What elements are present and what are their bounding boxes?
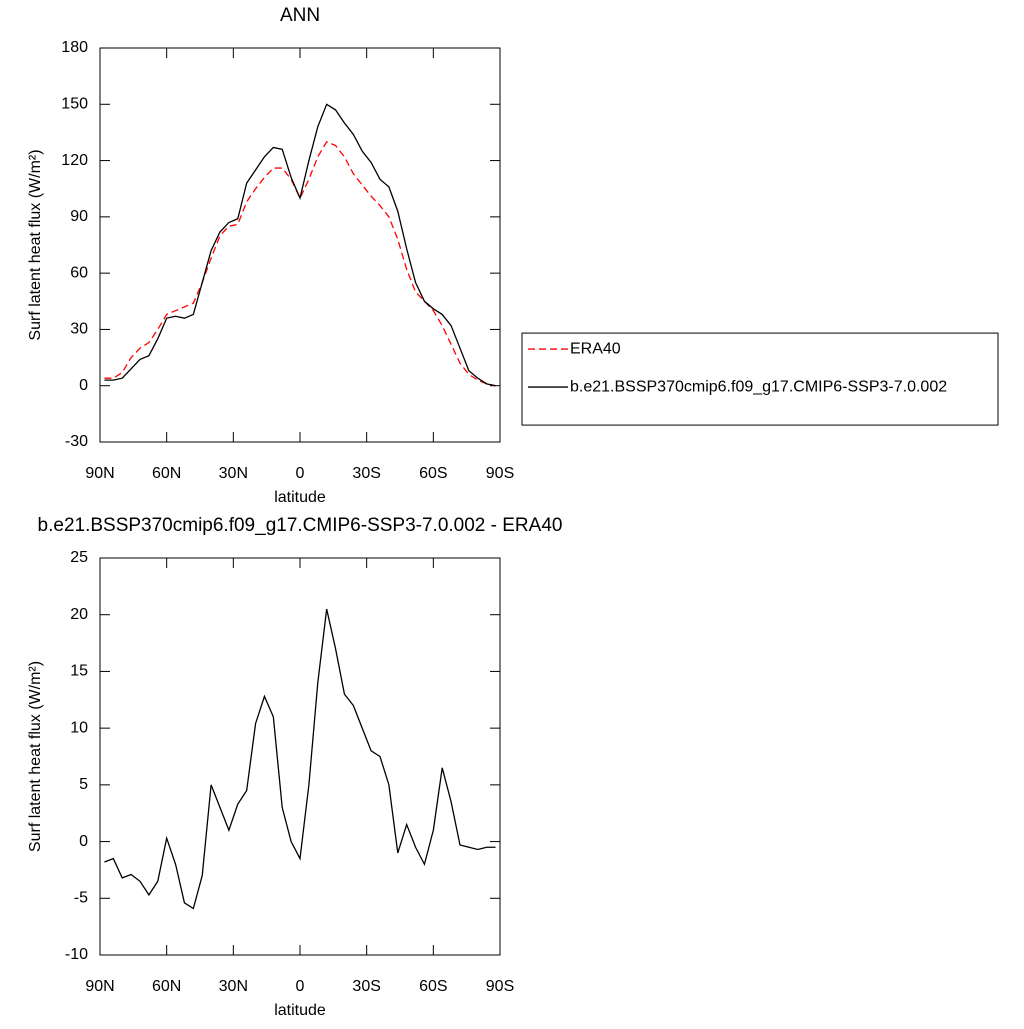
legend-label: b.e21.BSSP370cmip6.f09_g17.CMIP6-SSP3-7.…	[570, 378, 947, 395]
y-tick-label: 0	[79, 833, 88, 850]
plot-frame	[99, 47, 501, 443]
y-tick-label: 0	[79, 377, 88, 394]
y-tick-label: 10	[70, 719, 88, 736]
x-tick-label: 60S	[419, 465, 447, 482]
x-axis-label: latitude	[274, 489, 326, 506]
y-tick-label: 60	[70, 264, 88, 281]
legend-box	[521, 332, 999, 426]
chart-title: b.e21.BSSP370cmip6.f09_g17.CMIP6-SSP3-7.…	[38, 515, 563, 536]
x-tick-label: 0	[296, 978, 305, 995]
data-line	[104, 103, 496, 387]
x-tick-label: 30S	[352, 465, 380, 482]
y-tick-label: 150	[61, 96, 88, 113]
x-tick-label: 90N	[85, 465, 114, 482]
y-tick-label: -10	[65, 946, 88, 963]
plot-frame	[99, 557, 501, 956]
x-tick-label: 90S	[486, 465, 514, 482]
y-tick-label: 25	[70, 549, 88, 566]
y-axis-label: Surf latent heat flux (W/m²)	[27, 661, 44, 852]
y-tick-label: 5	[79, 776, 88, 793]
x-axis-label: latitude	[274, 1002, 326, 1019]
x-tick-label: 60S	[419, 978, 447, 995]
x-tick-label: 90S	[486, 978, 514, 995]
y-tick-label: -5	[74, 890, 88, 907]
y-tick-label: 180	[61, 39, 88, 56]
x-tick-label: 60N	[152, 465, 181, 482]
chart-title: ANN	[280, 5, 320, 26]
x-tick-label: 30S	[352, 978, 380, 995]
x-tick-label: 60N	[152, 978, 181, 995]
data-line	[104, 140, 496, 387]
y-tick-label: 30	[70, 321, 88, 338]
data-line	[104, 608, 496, 910]
y-tick-label: 20	[70, 606, 88, 623]
y-tick-label: 15	[70, 663, 88, 680]
y-tick-label: 90	[70, 208, 88, 225]
y-tick-label: -30	[65, 433, 88, 450]
x-tick-label: 30N	[219, 465, 248, 482]
legend-label: ERA40	[570, 340, 621, 357]
x-tick-label: 0	[296, 465, 305, 482]
x-tick-label: 90N	[85, 978, 114, 995]
y-tick-label: 120	[61, 152, 88, 169]
y-axis-label: Surf latent heat flux (W/m²)	[27, 149, 44, 340]
x-tick-label: 30N	[219, 978, 248, 995]
